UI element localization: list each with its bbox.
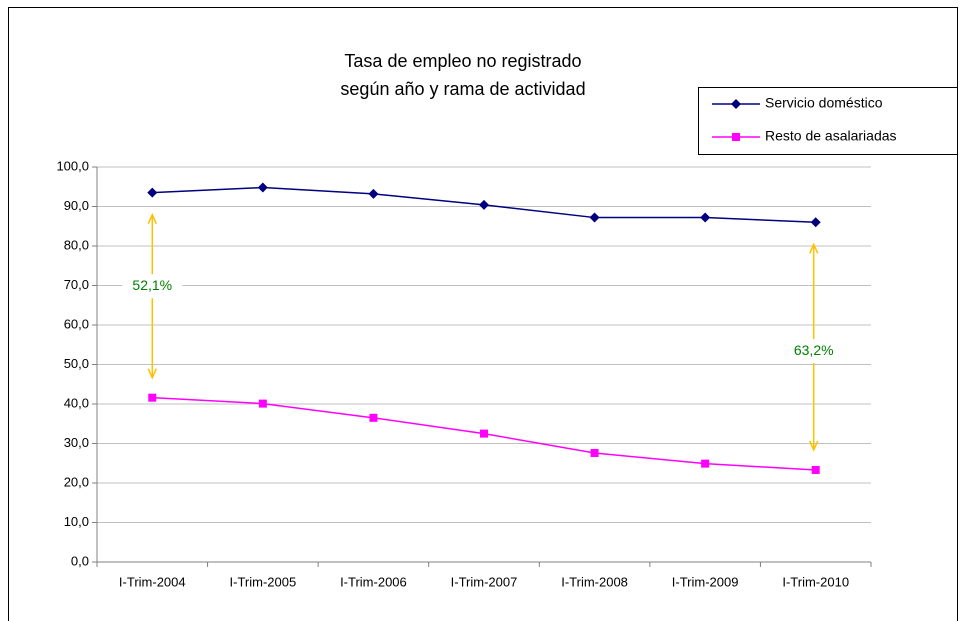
point [148,393,157,402]
annotation-bg [122,274,183,299]
point [700,212,711,223]
x-tick-label: I-Trim-2009 [672,574,739,589]
arrow-head [147,212,157,224]
point [810,217,821,228]
arrow-head [809,242,819,254]
x-tick-label: I-Trim-2006 [340,574,407,589]
point [811,465,820,474]
y-tick-label: 40,0 [64,395,89,410]
chart-title: según año y rama de actividad [340,79,585,99]
point [369,413,378,422]
annotation: 63,2% [794,342,834,358]
point [147,187,158,198]
legend-label: Servicio doméstico [765,95,883,111]
y-tick-label: 30,0 [64,435,89,450]
y-tick-label: 20,0 [64,474,89,489]
y-tick-label: 80,0 [64,237,89,252]
x-tick-label: I-Trim-2008 [561,574,628,589]
point [258,399,267,408]
annotation: 52,1% [132,277,172,293]
x-tick-label: I-Trim-2004 [119,574,186,589]
point [368,188,379,199]
arrow-head [809,440,819,452]
y-tick-label: 60,0 [64,316,89,331]
legend-box [698,87,958,155]
point [589,212,600,223]
x-tick-label: I-Trim-2005 [230,574,297,589]
y-tick-label: 90,0 [64,198,89,213]
x-tick-label: I-Trim-2007 [451,574,518,589]
point [590,448,599,457]
point [701,459,710,468]
x-tick-label: I-Trim-2010 [782,574,849,589]
annotation-bg [783,339,844,364]
y-tick-label: 50,0 [64,356,89,371]
legend-label: Resto de asalariadas [765,128,897,144]
point [257,182,268,193]
point [479,199,489,210]
y-tick-label: 100,0 [56,158,89,173]
arrow-head [147,368,157,380]
chart-frame [8,7,958,621]
chart-title: Tasa de empleo no registrado [344,51,581,71]
y-tick-label: 70,0 [64,277,89,292]
y-tick-label: 0,0 [71,553,89,568]
y-tick-label: 10,0 [64,514,89,529]
point [731,99,741,109]
point [480,429,488,438]
point [732,133,740,141]
